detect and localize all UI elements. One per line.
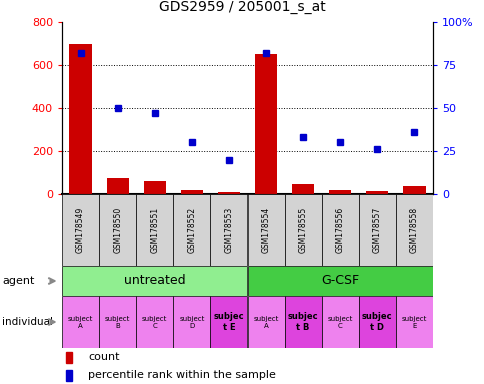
Bar [210, 194, 247, 266]
Bar [247, 296, 284, 348]
Bar [136, 194, 173, 266]
Bar [247, 266, 432, 296]
Bar [65, 369, 72, 381]
Text: GSM178552: GSM178552 [187, 207, 196, 253]
Bar [321, 194, 358, 266]
Bar [65, 352, 72, 363]
Bar [291, 184, 314, 194]
Bar [395, 296, 432, 348]
Text: subject
D: subject D [179, 316, 204, 328]
Bar [329, 190, 350, 194]
Text: G-CSF: G-CSF [320, 275, 359, 288]
Text: untreated: untreated [124, 275, 185, 288]
Bar [210, 296, 247, 348]
Bar [99, 194, 136, 266]
Bar [62, 194, 99, 266]
Bar [62, 296, 99, 348]
Bar [181, 190, 203, 194]
Text: subjec
t B: subjec t B [287, 312, 318, 332]
Bar [358, 194, 395, 266]
Text: agent: agent [2, 276, 35, 286]
Text: GDS2959 / 205001_s_at: GDS2959 / 205001_s_at [159, 0, 325, 14]
Text: subjec
t E: subjec t E [213, 312, 244, 332]
Text: GSM178556: GSM178556 [335, 207, 344, 253]
Text: subject
A: subject A [68, 316, 93, 328]
Bar [136, 296, 173, 348]
Bar [403, 186, 424, 194]
Text: GSM178557: GSM178557 [372, 207, 381, 253]
Text: percentile rank within the sample: percentile rank within the sample [88, 370, 275, 381]
Text: subjec
t D: subjec t D [361, 312, 392, 332]
Bar [358, 296, 395, 348]
Text: GSM178551: GSM178551 [150, 207, 159, 253]
Bar [62, 266, 247, 296]
Text: subject
E: subject E [401, 316, 426, 328]
Bar [247, 194, 284, 266]
Bar [395, 194, 432, 266]
Bar [106, 178, 129, 194]
Text: GSM178553: GSM178553 [224, 207, 233, 253]
Bar [173, 296, 210, 348]
Bar [365, 191, 388, 194]
Text: GSM178550: GSM178550 [113, 207, 122, 253]
Bar [255, 54, 277, 194]
Text: count: count [88, 353, 119, 362]
Text: subject
C: subject C [327, 316, 352, 328]
Text: GSM178555: GSM178555 [298, 207, 307, 253]
Text: subject
A: subject A [253, 316, 278, 328]
Bar [284, 194, 321, 266]
Text: GSM178554: GSM178554 [261, 207, 270, 253]
Bar [284, 296, 321, 348]
Bar [173, 194, 210, 266]
Bar [69, 43, 91, 194]
Bar [99, 296, 136, 348]
Bar [217, 192, 240, 194]
Text: subject
C: subject C [142, 316, 167, 328]
Bar [321, 296, 358, 348]
Bar [143, 181, 166, 194]
Text: GSM178558: GSM178558 [409, 207, 418, 253]
Text: individual: individual [2, 317, 53, 327]
Text: subject
B: subject B [105, 316, 130, 328]
Text: GSM178549: GSM178549 [76, 207, 85, 253]
